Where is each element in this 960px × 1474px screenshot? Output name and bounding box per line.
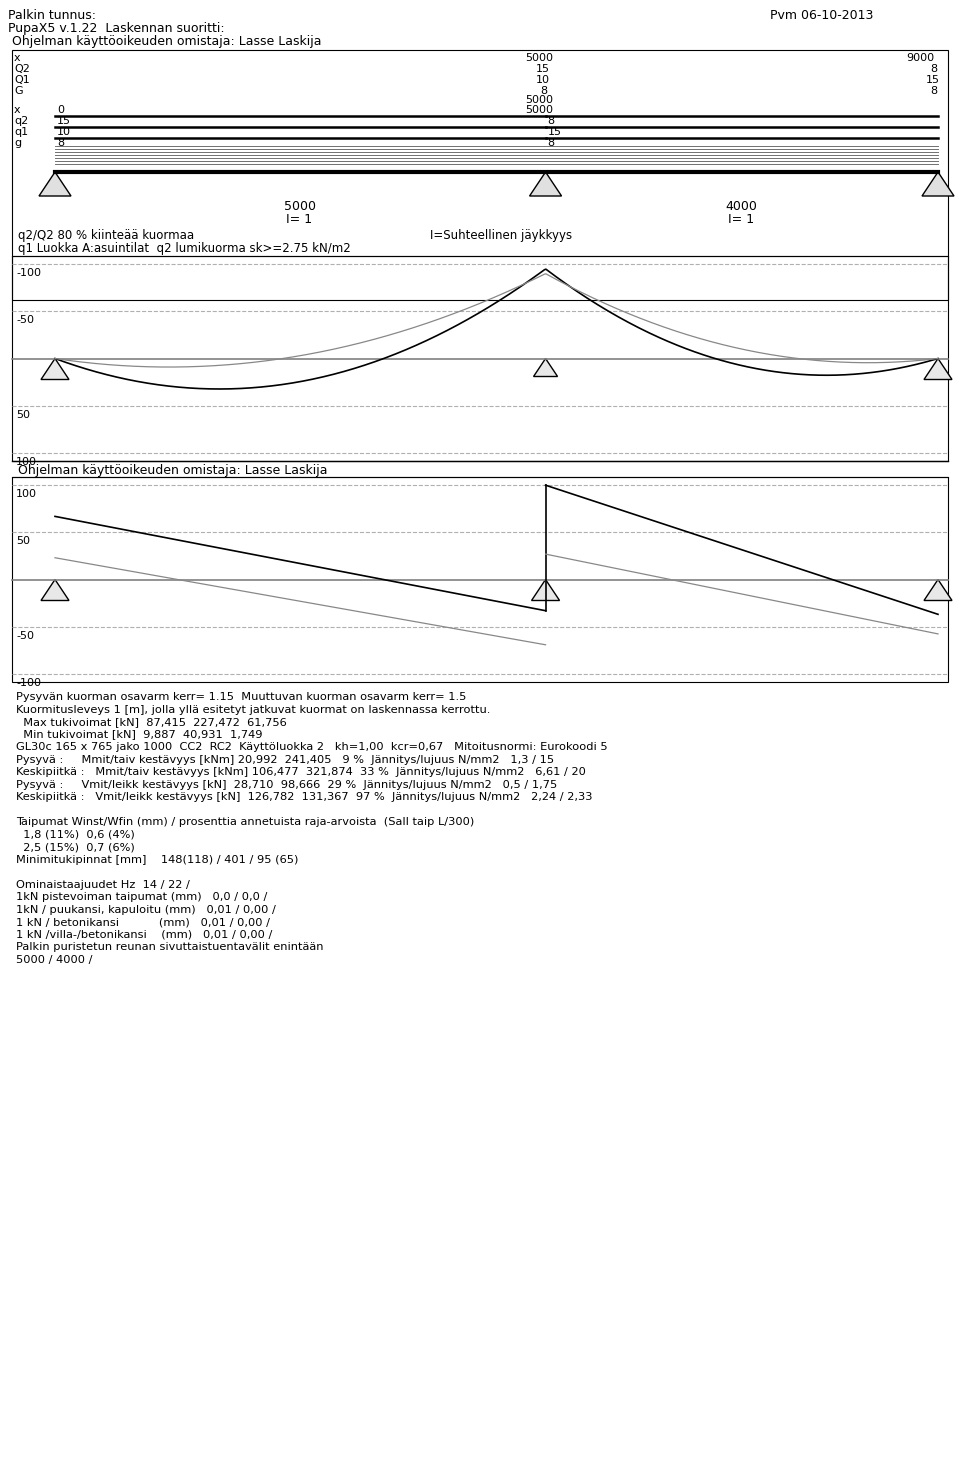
Text: 5000: 5000 — [525, 53, 554, 63]
Text: q1 Luokka A:asuintilat  q2 lumikuorma sk>=2.75 kN/m2: q1 Luokka A:asuintilat q2 lumikuorma sk>… — [18, 242, 350, 255]
Text: q2: q2 — [14, 116, 28, 125]
Text: Taipumat Winst/Wfin (mm) / prosenttia annetuista raja-arvoista  (Sall taip L/300: Taipumat Winst/Wfin (mm) / prosenttia an… — [16, 817, 474, 827]
Text: I= 1: I= 1 — [728, 214, 754, 226]
Text: 5000: 5000 — [525, 94, 554, 105]
Text: 10: 10 — [536, 75, 549, 85]
Bar — [12, 50, 948, 301]
Text: -100: -100 — [16, 678, 41, 688]
Text: 8: 8 — [547, 116, 555, 125]
Text: -100: -100 — [16, 268, 41, 279]
Text: 8: 8 — [540, 85, 548, 96]
Text: 8: 8 — [57, 139, 64, 147]
Polygon shape — [534, 358, 558, 376]
Polygon shape — [41, 358, 69, 379]
Text: 9000: 9000 — [906, 53, 934, 63]
Text: x: x — [14, 105, 20, 115]
Polygon shape — [39, 172, 71, 196]
Text: Ohjelman käyttöoikeuden omistaja: Lasse Laskija: Ohjelman käyttöoikeuden omistaja: Lasse … — [18, 464, 327, 478]
Text: 0: 0 — [57, 105, 64, 115]
Text: -50: -50 — [16, 315, 34, 326]
Text: I=Suhteellinen jäykkyys: I=Suhteellinen jäykkyys — [430, 228, 572, 242]
Text: g: g — [14, 139, 21, 147]
Text: 1 kN / betonikansi           (mm)   0,01 / 0,00 /: 1 kN / betonikansi (mm) 0,01 / 0,00 / — [16, 917, 270, 927]
Text: -50: -50 — [16, 631, 34, 641]
Text: 4000: 4000 — [726, 200, 757, 214]
Text: 15: 15 — [926, 75, 940, 85]
Bar — [12, 478, 948, 682]
Text: Min tukivoimat [kN]  9,887  40,931  1,749: Min tukivoimat [kN] 9,887 40,931 1,749 — [16, 730, 262, 740]
Text: Ohjelman käyttöoikeuden omistaja: Lasse Laskija: Ohjelman käyttöoikeuden omistaja: Lasse … — [8, 35, 322, 49]
Text: 15: 15 — [57, 116, 71, 125]
Text: 8: 8 — [930, 85, 937, 96]
Text: 1,8 (11%)  0,6 (4%): 1,8 (11%) 0,6 (4%) — [16, 830, 134, 840]
Text: 50: 50 — [16, 410, 30, 420]
Text: 50: 50 — [16, 537, 30, 547]
Polygon shape — [532, 579, 560, 600]
Text: 2,5 (15%)  0,7 (6%): 2,5 (15%) 0,7 (6%) — [16, 842, 134, 852]
Text: Max tukivoimat [kN]  87,415  227,472  61,756: Max tukivoimat [kN] 87,415 227,472 61,75… — [16, 716, 287, 727]
Text: 1kN / puukansi, kapuloitu (mm)   0,01 / 0,00 /: 1kN / puukansi, kapuloitu (mm) 0,01 / 0,… — [16, 905, 276, 914]
Text: Kuormitusleveys 1 [m], jolla yllä esitetyt jatkuvat kuormat on laskennassa kerro: Kuormitusleveys 1 [m], jolla yllä esitet… — [16, 705, 491, 715]
Text: 100: 100 — [16, 457, 37, 467]
Text: 15: 15 — [536, 63, 549, 74]
Text: Keskipiitkä :   Vmit/leikk kestävyys [kN]  126,782  131,367  97 %  Jännitys/luju: Keskipiitkä : Vmit/leikk kestävyys [kN] … — [16, 792, 592, 802]
Text: q1: q1 — [14, 127, 28, 137]
Text: q2/Q2 80 % kiinteää kuormaa: q2/Q2 80 % kiinteää kuormaa — [18, 228, 194, 242]
Text: PupaX5 v.1.22  Laskennan suoritti:: PupaX5 v.1.22 Laskennan suoritti: — [8, 22, 225, 35]
Text: Q2: Q2 — [14, 63, 30, 74]
Text: Minimitukipinnat [mm]    148(118) / 401 / 95 (65): Minimitukipinnat [mm] 148(118) / 401 / 9… — [16, 855, 299, 864]
Polygon shape — [924, 358, 952, 379]
Polygon shape — [924, 579, 952, 600]
Text: GL30c 165 x 765 jako 1000  CC2  RC2  Käyttöluokka 2   kh=1,00  kcr=0,67   Mitoit: GL30c 165 x 765 jako 1000 CC2 RC2 Käyttö… — [16, 741, 608, 752]
Text: x: x — [14, 53, 20, 63]
Text: 15: 15 — [547, 127, 562, 137]
Polygon shape — [530, 172, 562, 196]
Text: Ominaistaajuudet Hz  14 / 22 /: Ominaistaajuudet Hz 14 / 22 / — [16, 880, 190, 889]
Text: 1 kN /villa-/betonikansi    (mm)   0,01 / 0,00 /: 1 kN /villa-/betonikansi (mm) 0,01 / 0,0… — [16, 930, 273, 939]
Text: 5000: 5000 — [284, 200, 316, 214]
Text: Q1: Q1 — [14, 75, 30, 85]
Bar — [12, 256, 948, 461]
Text: Pysyvän kuorman osavarm kerr= 1.15  Muuttuvan kuorman osavarm kerr= 1.5: Pysyvän kuorman osavarm kerr= 1.15 Muutt… — [16, 691, 467, 702]
Polygon shape — [41, 579, 69, 600]
Text: Palkin puristetun reunan sivuttaistuentavälit enintään: Palkin puristetun reunan sivuttaistuenta… — [16, 942, 324, 952]
Text: 5000 / 4000 /: 5000 / 4000 / — [16, 955, 92, 964]
Text: Palkin tunnus:: Palkin tunnus: — [8, 9, 96, 22]
Text: 5000: 5000 — [525, 105, 554, 115]
Text: 100: 100 — [16, 489, 37, 500]
Text: Pysyvä :     Mmit/taiv kestävyys [kNm] 20,992  241,405   9 %  Jännitys/lujuus N/: Pysyvä : Mmit/taiv kestävyys [kNm] 20,99… — [16, 755, 554, 765]
Text: I= 1: I= 1 — [286, 214, 312, 226]
Text: 1kN pistevoiman taipumat (mm)   0,0 / 0,0 /: 1kN pistevoiman taipumat (mm) 0,0 / 0,0 … — [16, 892, 268, 902]
Polygon shape — [922, 172, 954, 196]
Text: Pvm 06-10-2013: Pvm 06-10-2013 — [770, 9, 874, 22]
Text: 8: 8 — [930, 63, 937, 74]
Text: Pysyvä :     Vmit/leikk kestävyys [kN]  28,710  98,666  29 %  Jännitys/lujuus N/: Pysyvä : Vmit/leikk kestävyys [kN] 28,71… — [16, 780, 557, 790]
Text: G: G — [14, 85, 23, 96]
Text: 8: 8 — [547, 139, 555, 147]
Text: Keskipiitkä :   Mmit/taiv kestävyys [kNm] 106,477  321,874  33 %  Jännitys/lujuu: Keskipiitkä : Mmit/taiv kestävyys [kNm] … — [16, 766, 586, 777]
Text: 10: 10 — [57, 127, 71, 137]
